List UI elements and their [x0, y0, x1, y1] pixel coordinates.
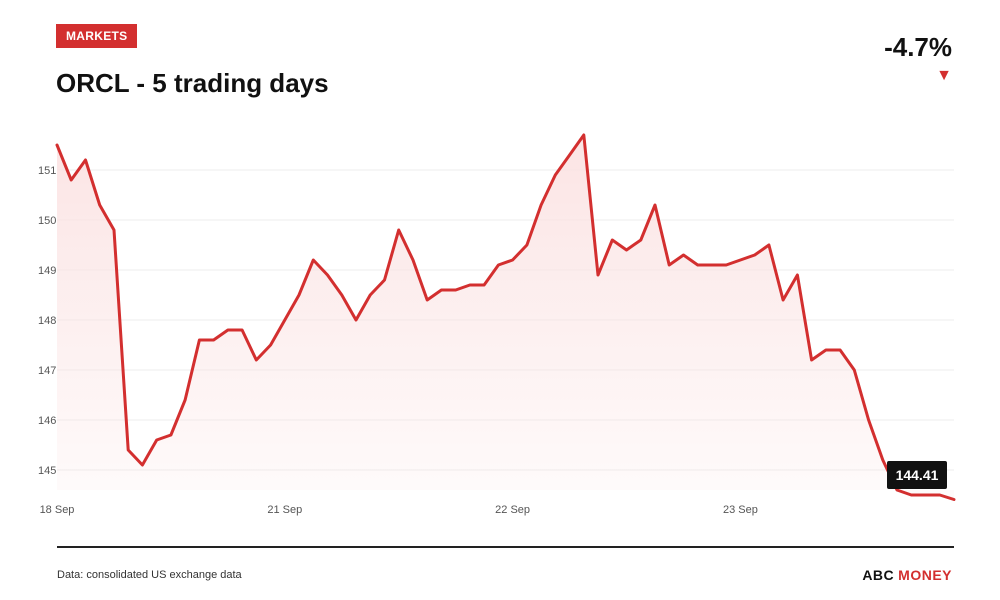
brand-logo[interactable]: ABC MONEY — [862, 567, 952, 583]
x-tick-label: 21 Sep — [267, 504, 302, 516]
y-tick-label: 147 — [38, 365, 56, 377]
price-area — [57, 135, 954, 500]
x-tick-label: 22 Sep — [495, 504, 530, 516]
y-tick-label: 145 — [38, 465, 56, 477]
brand-name-part1: ABC — [862, 567, 895, 583]
brand-name-part2: MONEY — [898, 567, 952, 583]
y-tick-label: 150 — [38, 215, 56, 227]
y-tick-label: 151 — [38, 165, 56, 177]
down-arrow-icon: ▼ — [936, 67, 952, 84]
last-price-callout — [887, 461, 947, 489]
footer-divider — [57, 546, 954, 548]
x-tick-label: 18 Sep — [40, 504, 75, 516]
change-value: -4.7% — [884, 32, 952, 62]
section-badge[interactable]: MARKETS — [56, 24, 138, 48]
y-tick-label: 149 — [38, 265, 56, 277]
price-line — [55, 133, 956, 501]
data-source: Data: consolidated US exchange data — [57, 569, 242, 581]
x-tick-label: 23 Sep — [723, 504, 758, 516]
price-chart: 145 146 147 148 149 150 151 18 Sep 21 Sep 22 Sep 2… — [38, 133, 956, 516]
last-price-label: 144.41 — [896, 467, 939, 483]
price-change: -4.7% ▼ — [884, 32, 952, 87]
chart-title: ORCL - 5 trading days — [56, 68, 329, 98]
y-tick-label: 146 — [38, 415, 56, 427]
y-tick-label: 148 — [38, 315, 56, 327]
